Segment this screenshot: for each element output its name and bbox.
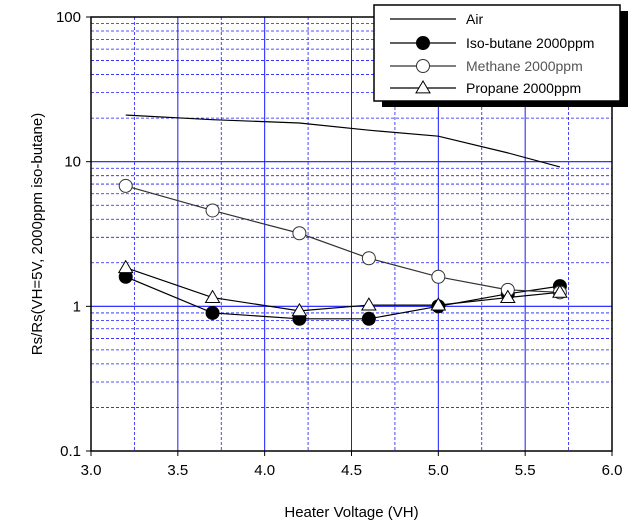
x-tick-label: 4.0: [254, 462, 275, 479]
legend-label: Methane 2000ppm: [466, 58, 583, 74]
data-point: [118, 178, 133, 193]
series-line: [125, 276, 560, 320]
data-point: [552, 284, 568, 298]
x-axis-title: Heater Voltage (VH): [284, 504, 418, 521]
y-tick-label: 100: [56, 9, 81, 26]
legend-item: Air: [390, 11, 483, 27]
legend-label: Air: [466, 11, 483, 27]
y-tick-label: 1: [73, 298, 81, 315]
data-point: [499, 289, 516, 303]
data-point: [117, 259, 134, 274]
data-point: [361, 251, 376, 266]
x-tick-label: 4.5: [341, 462, 362, 479]
legend-item: Methane 2000ppm: [390, 58, 583, 74]
series-propane-2000ppm: [117, 259, 568, 317]
x-tick-label: 5.0: [428, 462, 449, 479]
data-point: [204, 289, 221, 303]
legend-label: Propane 2000ppm: [466, 80, 581, 96]
series-layer: [117, 114, 568, 326]
data-point: [430, 297, 447, 311]
data-point: [361, 311, 376, 326]
legend-label: Iso-butane 2000ppm: [466, 35, 594, 51]
x-tick-label: 5.5: [515, 462, 536, 479]
x-tick-label: 3.5: [167, 462, 188, 479]
data-point: [292, 226, 307, 241]
legend-marker: [416, 59, 430, 73]
y-tick-label: 0.1: [60, 443, 81, 460]
x-tick-label: 3.0: [81, 462, 102, 479]
data-point: [360, 297, 377, 311]
series-iso-butane-2000ppm: [118, 269, 567, 326]
series-air: [125, 114, 561, 168]
data-point: [205, 203, 220, 218]
data-point: [431, 269, 446, 284]
data-point: [205, 305, 220, 320]
legend: Air Iso-butane 2000ppm Methane 2000ppm Prop…: [373, 4, 628, 107]
x-tick-label: 6.0: [602, 462, 623, 479]
legend-marker: [415, 80, 431, 94]
y-axis-ticks: 0.1 1 10 100: [56, 9, 91, 460]
series-methane-2000ppm: [118, 178, 567, 300]
x-axis-ticks: 3.0 3.5 4.0 4.5 5.0 5.5 6.0: [81, 451, 623, 479]
legend-marker: [416, 36, 430, 50]
series-line: [125, 114, 561, 168]
y-axis-title: Rs/Rs(VH=5V, 2000ppm iso-butane): [29, 113, 46, 356]
grid: [91, 17, 612, 451]
legend-item: Propane 2000ppm: [390, 80, 581, 96]
series-line: [125, 185, 560, 293]
data-point: [291, 302, 308, 317]
legend-item: Iso-butane 2000ppm: [390, 35, 594, 51]
y-tick-label: 10: [64, 154, 81, 171]
